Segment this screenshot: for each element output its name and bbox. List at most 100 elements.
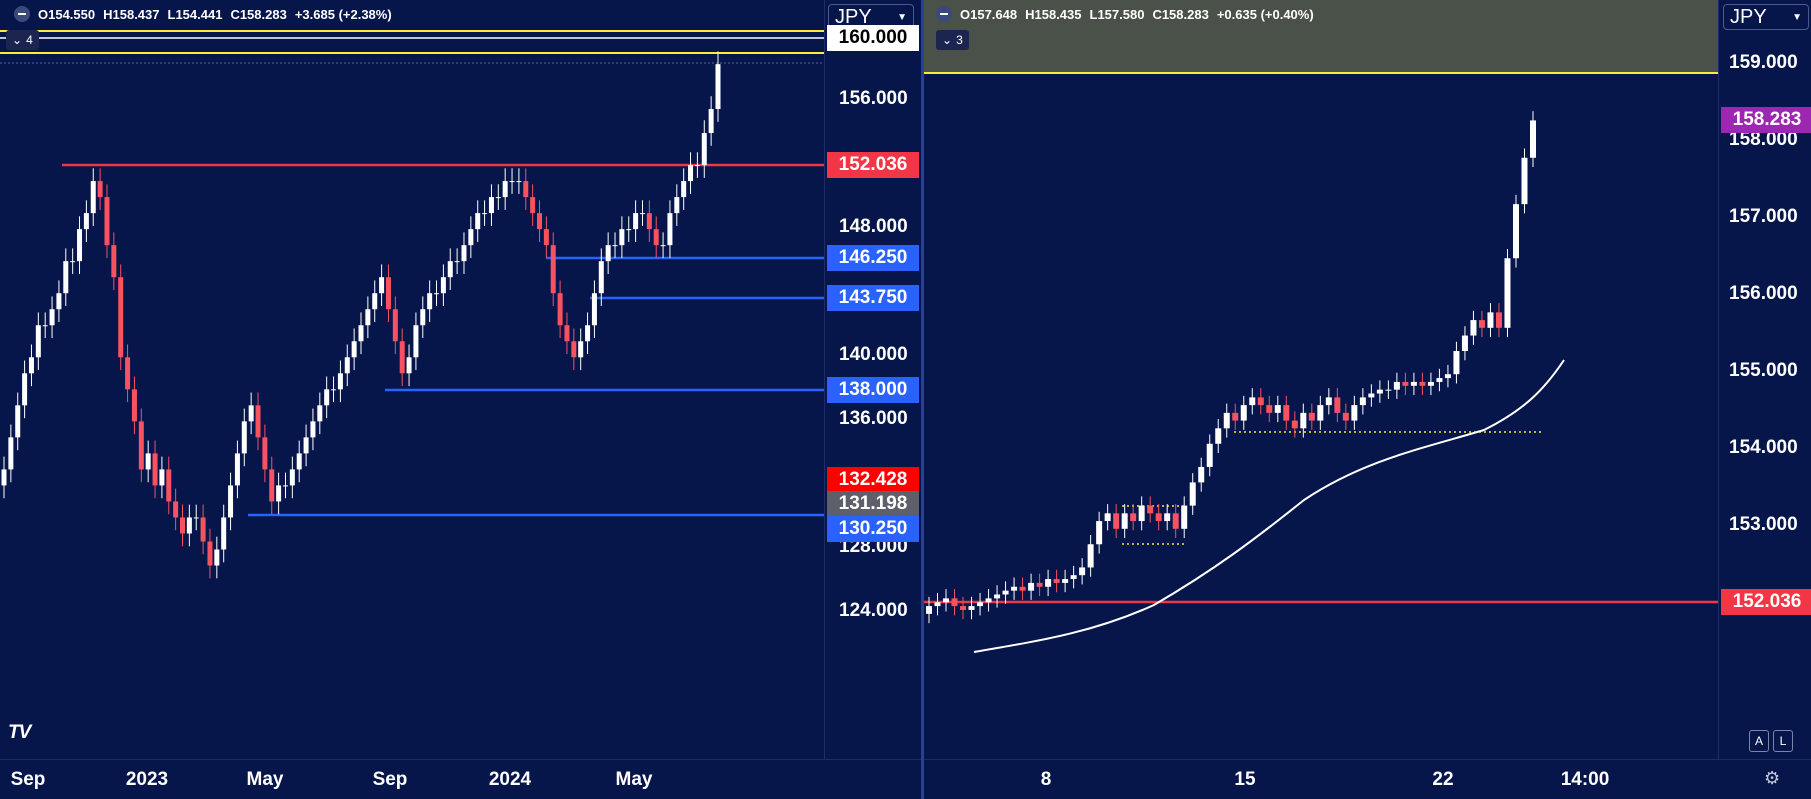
candle-body bbox=[28, 357, 34, 374]
candle-body bbox=[392, 309, 398, 342]
price-tick: 158.000 bbox=[1729, 129, 1798, 150]
candle-body bbox=[1053, 579, 1060, 583]
candle-body bbox=[530, 197, 536, 214]
candle-body bbox=[557, 293, 563, 326]
candle-body bbox=[1393, 381, 1400, 390]
candle-body bbox=[475, 213, 481, 230]
candle-body bbox=[1036, 582, 1043, 587]
candle-body bbox=[1308, 412, 1315, 421]
candle-body bbox=[660, 245, 666, 247]
auto-scale-button[interactable]: A bbox=[1749, 730, 1769, 752]
candle-body bbox=[708, 109, 714, 134]
candle-body bbox=[262, 437, 268, 470]
candle-body bbox=[674, 197, 680, 214]
price-tick: 157.000 bbox=[1729, 206, 1798, 227]
candle-body bbox=[1521, 157, 1528, 205]
price-tick: 154.000 bbox=[1729, 437, 1798, 458]
candle-body bbox=[447, 261, 453, 278]
settings-icon[interactable]: ⚙ bbox=[1764, 768, 1781, 788]
candle-body bbox=[131, 389, 137, 422]
left-time-axis[interactable]: Sep 2023 May Sep 2024 May bbox=[0, 759, 921, 799]
right-price-plot[interactable] bbox=[924, 0, 1719, 757]
candle-body bbox=[488, 197, 494, 214]
candle-body bbox=[1121, 513, 1128, 529]
candle-body bbox=[1470, 320, 1477, 336]
candle-body bbox=[337, 373, 343, 390]
currency-label: JPY bbox=[835, 5, 872, 28]
price-tick: 153.000 bbox=[1729, 514, 1798, 535]
candle-body bbox=[379, 277, 385, 294]
collapse-legend-button[interactable] bbox=[14, 6, 30, 22]
candle-body bbox=[1402, 381, 1409, 386]
currency-select[interactable]: JPY ▼ bbox=[1723, 4, 1809, 30]
chevron-down-icon: ▼ bbox=[1792, 12, 1802, 23]
candle-body bbox=[1079, 567, 1086, 576]
right-time-axis[interactable]: ⚙ 8 15 22 14:00 bbox=[924, 759, 1811, 799]
collapse-legend-button[interactable] bbox=[936, 6, 952, 22]
candle-body bbox=[454, 261, 460, 263]
candle-body bbox=[180, 517, 185, 534]
price-tick: 148.000 bbox=[839, 216, 908, 237]
candle-body bbox=[1198, 466, 1205, 483]
candle-body bbox=[926, 606, 932, 614]
candle-body bbox=[1453, 351, 1460, 375]
candle-body bbox=[440, 277, 446, 294]
candle-body bbox=[598, 261, 604, 294]
log-scale-button[interactable]: L bbox=[1773, 730, 1793, 752]
price-label: 132.428 bbox=[827, 467, 919, 493]
indicator-count: 4 bbox=[26, 33, 33, 47]
candle-body bbox=[104, 197, 110, 246]
indicators-toggle[interactable]: ⌄ 3 bbox=[936, 30, 969, 50]
candle-body bbox=[186, 517, 192, 534]
candle-body bbox=[1240, 405, 1247, 421]
price-label: 152.036 bbox=[827, 152, 919, 178]
candle-body bbox=[193, 517, 199, 519]
candle-body bbox=[399, 341, 405, 374]
price-label: 152.036 bbox=[1721, 589, 1811, 615]
candle-body bbox=[1291, 420, 1298, 429]
candle-body bbox=[1215, 428, 1222, 444]
legend-open: O154.550 bbox=[38, 6, 96, 22]
candle-body bbox=[77, 229, 83, 262]
candle-body bbox=[1368, 393, 1375, 398]
price-tick: 140.000 bbox=[839, 344, 908, 365]
candle-body bbox=[8, 437, 14, 470]
right-chart-pane[interactable]: O157.648 H158.435 L157.580 C158.283 +0.6… bbox=[921, 0, 1811, 799]
left-price-plot[interactable] bbox=[0, 0, 825, 760]
time-tick: 8 bbox=[1040, 769, 1052, 790]
time-tick: May bbox=[615, 769, 653, 790]
candle-body bbox=[509, 181, 515, 183]
candle-body bbox=[406, 357, 412, 374]
candle-body bbox=[90, 181, 96, 214]
left-price-axis[interactable]: JPY ▼ 156.000 148.000 140.000 136.000 128.00… bbox=[824, 0, 921, 760]
candle-body bbox=[166, 469, 172, 502]
candle-body bbox=[943, 598, 950, 603]
candle-body bbox=[633, 213, 639, 230]
candle-body bbox=[276, 485, 282, 502]
candle-body bbox=[1436, 378, 1443, 382]
candle-body bbox=[571, 341, 577, 358]
candle-body bbox=[1138, 505, 1145, 522]
candle-body bbox=[427, 293, 433, 310]
candle-body bbox=[1002, 590, 1009, 595]
price-tick: 155.000 bbox=[1729, 360, 1798, 381]
candle-body bbox=[1478, 320, 1485, 328]
time-tick: 2024 bbox=[488, 769, 532, 790]
candle-body bbox=[200, 517, 206, 542]
price-tick: 156.000 bbox=[839, 88, 908, 109]
moving-average-line bbox=[973, 359, 1565, 653]
right-price-axis[interactable]: JPY ▼ A L 159.000 158.000 157.000 156.000 15… bbox=[1718, 0, 1811, 760]
indicators-toggle[interactable]: ⌄ 4 bbox=[6, 30, 39, 50]
candle-body bbox=[111, 245, 117, 278]
tradingview-logo[interactable]: TV bbox=[8, 722, 31, 743]
candle-body bbox=[1283, 405, 1290, 421]
left-chart-pane[interactable]: O154.550 H158.437 L154.441 C158.283 +3.6… bbox=[0, 0, 921, 799]
candle-body bbox=[639, 213, 645, 215]
candle-body bbox=[701, 133, 707, 166]
candle-body bbox=[550, 245, 556, 294]
candle-body bbox=[310, 421, 316, 438]
candle-body bbox=[344, 357, 350, 374]
candle-body bbox=[502, 181, 508, 198]
candle-body bbox=[118, 277, 124, 358]
candle-body bbox=[255, 405, 261, 438]
